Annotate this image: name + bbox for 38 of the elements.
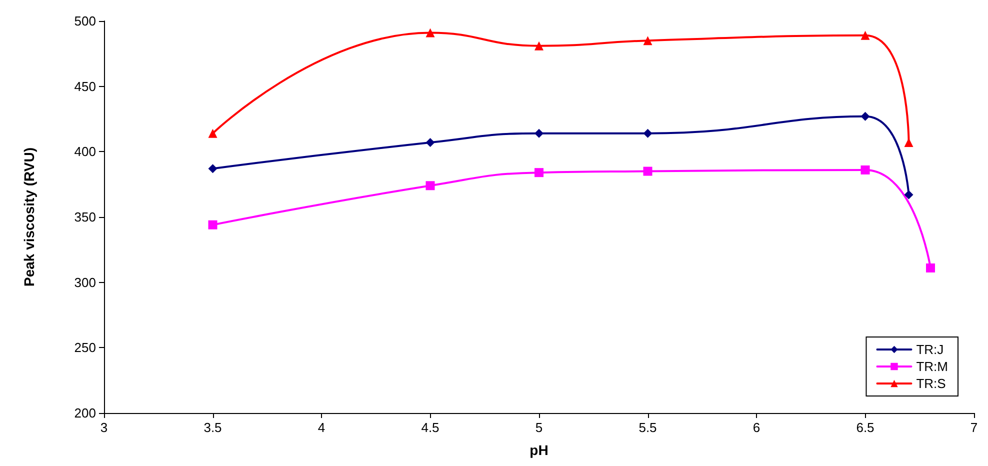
point (534, 168, 544, 178)
point (426, 138, 435, 148)
y-tick-label: 350 (74, 210, 96, 224)
y-tick-label: 200 (74, 406, 96, 420)
legend-label: TR:M (916, 359, 948, 374)
legend-label: TR:J (916, 342, 944, 357)
x-axis-title: pH (530, 442, 548, 458)
y-tick-label: 250 (74, 340, 96, 356)
y-tick-label: 450 (74, 78, 96, 94)
point (426, 28, 435, 38)
x-tick-label: 4.5 (421, 420, 440, 435)
point (860, 30, 870, 40)
x-tick-label: 4 (318, 420, 326, 435)
point (926, 263, 935, 272)
x-tick-label: 5.5 (638, 420, 657, 435)
x-tick-label: 3.5 (204, 420, 222, 435)
point (208, 220, 218, 230)
y-tick-label: 500 (74, 14, 96, 28)
point (860, 165, 870, 174)
x-tick-label: 7 (970, 420, 978, 435)
x-tick-label: 5 (535, 420, 543, 435)
x-tick-label: 6 (752, 420, 760, 435)
x-tick-label: 3 (100, 420, 108, 435)
point (643, 166, 652, 176)
point (208, 164, 218, 174)
point (860, 112, 870, 121)
point (208, 128, 218, 138)
y-tick-label: 300 (74, 274, 96, 290)
point (426, 181, 435, 190)
point (643, 36, 652, 46)
y-tick-label: 400 (74, 144, 96, 160)
y-axis-title: Peak viscosity (RVU) (21, 147, 37, 287)
legend-label: TR:S (916, 376, 946, 391)
point (643, 128, 652, 138)
point (904, 190, 914, 200)
point (534, 128, 544, 138)
point (534, 41, 544, 50)
x-tick-label: 6.5 (856, 420, 874, 435)
